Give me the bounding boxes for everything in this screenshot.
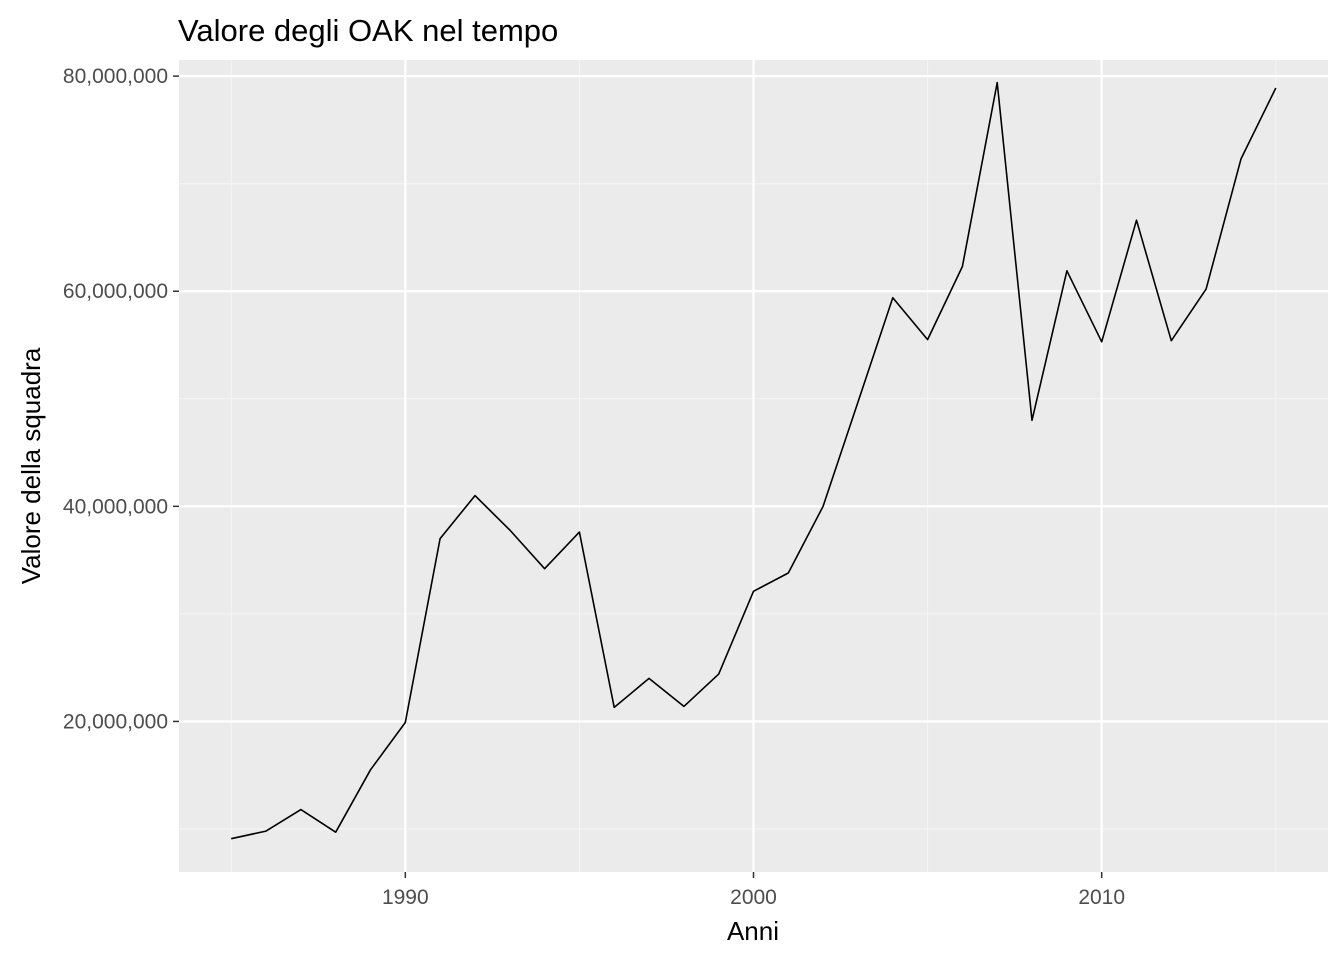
chart-title: Valore degli OAK nel tempo	[178, 13, 558, 48]
series-layer	[231, 81, 1277, 840]
series-line	[231, 81, 1277, 840]
x-axis: 1990 2000 2010	[382, 872, 1125, 909]
y-axis: 20,000,000 40,000,000 60,000,000 80,000,000	[63, 65, 179, 733]
x-tick-label: 1990	[382, 886, 429, 909]
y-tick-label: 80,000,000	[63, 65, 168, 88]
x-axis-title: Anni	[727, 916, 779, 946]
x-tick-label: 2000	[730, 886, 777, 909]
major-gridlines	[179, 60, 1328, 872]
y-axis-title: Valore della squadra	[16, 347, 46, 584]
x-tick-label: 2010	[1078, 886, 1125, 909]
y-tick-label: 60,000,000	[63, 280, 168, 303]
y-tick-label: 40,000,000	[63, 495, 168, 518]
y-tick-label: 20,000,000	[63, 710, 168, 733]
